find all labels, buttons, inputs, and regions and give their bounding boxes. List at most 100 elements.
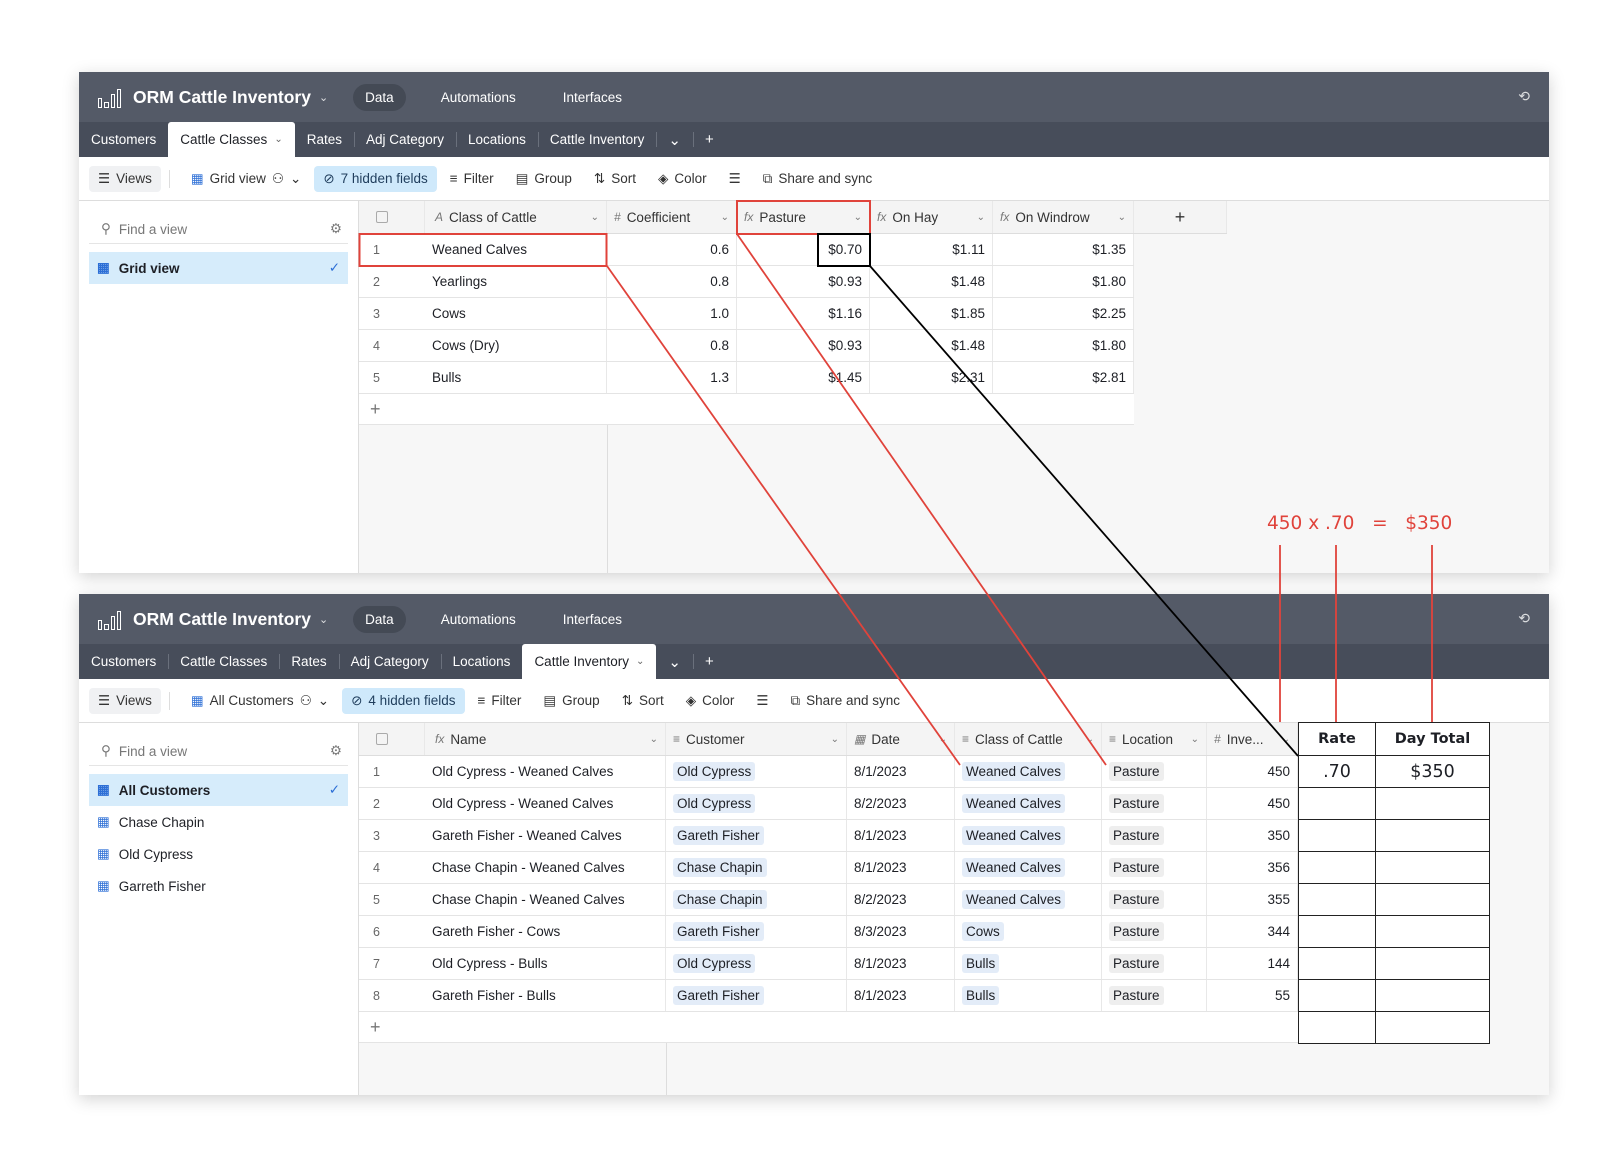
cell[interactable]: Pasture bbox=[1102, 948, 1207, 979]
table-row[interactable]: 7 Old Cypress - Bulls Old Cypress 8/1/2023 B… bbox=[359, 948, 1298, 980]
cell[interactable]: 356 bbox=[1207, 852, 1298, 883]
checkbox[interactable] bbox=[376, 733, 388, 745]
cell[interactable]: 8/3/2023 bbox=[847, 916, 955, 947]
column-header[interactable]: ≡ Location ⌄ bbox=[1102, 723, 1207, 755]
cell[interactable]: $1.85 bbox=[870, 298, 993, 329]
cell[interactable]: Chase Chapin - Weaned Calves bbox=[425, 884, 666, 915]
base-title[interactable]: ORM Cattle Inventory bbox=[133, 86, 311, 107]
cell[interactable]: Weaned Calves bbox=[955, 788, 1102, 819]
cell[interactable]: Gareth Fisher - Cows bbox=[425, 916, 666, 947]
row-number[interactable]: 1 bbox=[359, 234, 425, 265]
linked-record-pill[interactable]: Weaned Calves bbox=[962, 890, 1066, 909]
row-number[interactable]: 2 bbox=[359, 788, 425, 819]
cell[interactable]: Pasture bbox=[1102, 884, 1207, 915]
sidebar-view-item[interactable]: ▦ Chase Chapin bbox=[89, 806, 348, 838]
row-height-button[interactable]: ☰ bbox=[720, 166, 750, 192]
cell[interactable]: Weaned Calves bbox=[955, 884, 1102, 915]
linked-record-pill[interactable]: Pasture bbox=[1109, 954, 1164, 973]
cell[interactable]: 0.6 bbox=[607, 234, 737, 265]
chevron-down-icon[interactable]: ⌄ bbox=[590, 211, 599, 223]
cell[interactable]: 1.3 bbox=[607, 362, 737, 393]
table-row[interactable]: 1 Weaned Calves 0.6 $0.70 $1.11 $1.35 bbox=[359, 234, 1134, 266]
cell[interactable]: Old Cypress bbox=[666, 948, 847, 979]
cell[interactable]: Chase Chapin bbox=[666, 852, 847, 883]
row-number[interactable]: 3 bbox=[359, 298, 425, 329]
linked-record-pill[interactable]: Old Cypress bbox=[673, 762, 756, 781]
cell[interactable]: $1.11 bbox=[870, 234, 993, 265]
cell[interactable]: 450 bbox=[1207, 756, 1298, 787]
gear-icon[interactable]: ⚙ bbox=[329, 743, 342, 758]
chevron-down-icon[interactable]: ⌄ bbox=[318, 613, 329, 626]
tab-cattle-classes[interactable]: Cattle Classes ⌄ bbox=[168, 122, 295, 157]
tab-customers[interactable]: Customers bbox=[79, 122, 168, 157]
linked-record-pill[interactable]: Gareth Fisher bbox=[673, 922, 764, 941]
cell[interactable]: Old Cypress - Weaned Calves bbox=[425, 788, 666, 819]
views-button[interactable]: ☰ Views bbox=[89, 687, 161, 714]
chevron-down-icon[interactable]: ⌄ bbox=[1085, 733, 1094, 745]
cell[interactable]: Cows bbox=[425, 298, 607, 329]
add-field-button[interactable]: + bbox=[1134, 201, 1227, 233]
cell[interactable]: $0.93 bbox=[737, 266, 870, 297]
nav-automations[interactable]: Automations bbox=[440, 89, 516, 105]
cell[interactable]: 8/1/2023 bbox=[847, 980, 955, 1011]
table-row[interactable]: 4 Chase Chapin - Weaned Calves Chase Chapi… bbox=[359, 852, 1298, 884]
nav-automations[interactable]: Automations bbox=[440, 611, 516, 627]
cell[interactable]: Pasture bbox=[1102, 788, 1207, 819]
table-row[interactable]: 5 Chase Chapin - Weaned Calves Chase Chapi… bbox=[359, 884, 1298, 916]
linked-record-pill[interactable]: Old Cypress bbox=[673, 954, 756, 973]
chevron-down-icon[interactable]: ⌄ bbox=[830, 733, 839, 745]
cell[interactable]: 355 bbox=[1207, 884, 1298, 915]
linked-record-pill[interactable]: Pasture bbox=[1109, 858, 1164, 877]
cell[interactable]: Gareth Fisher - Weaned Calves bbox=[425, 820, 666, 851]
tab-cattle-inventory[interactable]: Cattle Inventory ⌄ bbox=[522, 644, 657, 679]
cell[interactable]: Weaned Calves bbox=[955, 756, 1102, 787]
gear-icon[interactable]: ⚙ bbox=[329, 221, 342, 236]
table-row[interactable]: 2 Old Cypress - Weaned Calves Old Cypress 8… bbox=[359, 788, 1298, 820]
chevron-down-icon[interactable]: ⌄ bbox=[635, 656, 645, 667]
row-number[interactable]: 5 bbox=[359, 362, 425, 393]
checkbox[interactable] bbox=[376, 211, 388, 223]
cell[interactable]: Weaned Calves bbox=[955, 852, 1102, 883]
linked-record-pill[interactable]: Weaned Calves bbox=[962, 826, 1066, 845]
cell[interactable]: Gareth Fisher bbox=[666, 916, 847, 947]
linked-record-pill[interactable]: Pasture bbox=[1109, 922, 1164, 941]
table-row[interactable]: 6 Gareth Fisher - Cows Gareth Fisher 8/3/20… bbox=[359, 916, 1298, 948]
sidebar-view-item[interactable]: ▦ All Customers ✓ bbox=[89, 774, 348, 806]
linked-record-pill[interactable]: Pasture bbox=[1109, 890, 1164, 909]
table-row[interactable]: 8 Gareth Fisher - Bulls Gareth Fisher 8/1/2… bbox=[359, 980, 1298, 1012]
add-table-icon[interactable]: + bbox=[692, 122, 726, 157]
find-view-input[interactable]: ⚲ Find a view ⚙ bbox=[89, 737, 348, 766]
cell[interactable]: Cows (Dry) bbox=[425, 330, 607, 361]
cell[interactable]: $2.25 bbox=[993, 298, 1134, 329]
add-table-icon[interactable]: + bbox=[692, 644, 726, 679]
row-number[interactable]: 1 bbox=[359, 756, 425, 787]
row-number[interactable]: 4 bbox=[359, 852, 425, 883]
cell[interactable]: $1.80 bbox=[993, 266, 1134, 297]
tab-locations[interactable]: Locations bbox=[440, 644, 523, 679]
sidebar-view-item[interactable]: ▦ Old Cypress bbox=[89, 838, 348, 870]
history-icon[interactable]: ⟲ bbox=[1518, 610, 1530, 626]
linked-record-pill[interactable]: Chase Chapin bbox=[673, 858, 767, 877]
filter-button[interactable]: ≡ Filter bbox=[441, 166, 503, 191]
row-number[interactable]: 7 bbox=[359, 948, 425, 979]
column-header[interactable]: fx Name ⌄ bbox=[425, 723, 666, 755]
row-number[interactable]: 2 bbox=[359, 266, 425, 297]
linked-record-pill[interactable]: Gareth Fisher bbox=[673, 986, 764, 1005]
tab-locations[interactable]: Locations bbox=[456, 122, 538, 157]
chevron-down-icon[interactable]: ⌄ bbox=[976, 211, 985, 223]
chevron-down-icon[interactable]: ⌄ bbox=[853, 211, 862, 223]
linked-record-pill[interactable]: Pasture bbox=[1109, 762, 1164, 781]
share-button[interactable]: ⧉ Share and sync bbox=[782, 688, 909, 714]
linked-record-pill[interactable]: Bulls bbox=[962, 954, 1000, 973]
hidden-fields-button[interactable]: ⊘ 7 hidden fields bbox=[314, 165, 437, 192]
row-number[interactable]: 3 bbox=[359, 820, 425, 851]
cell[interactable]: $1.48 bbox=[870, 266, 993, 297]
cell[interactable]: 0.8 bbox=[607, 266, 737, 297]
cell[interactable]: Old Cypress bbox=[666, 788, 847, 819]
tab-adj-category[interactable]: Adj Category bbox=[338, 644, 441, 679]
cell[interactable]: $2.81 bbox=[993, 362, 1134, 393]
find-view-input[interactable]: ⚲ Find a view ⚙ bbox=[89, 215, 348, 244]
more-tables-icon[interactable]: ⌄ bbox=[668, 653, 681, 671]
tab-customers[interactable]: Customers bbox=[79, 644, 168, 679]
cell[interactable]: Weaned Calves bbox=[955, 820, 1102, 851]
